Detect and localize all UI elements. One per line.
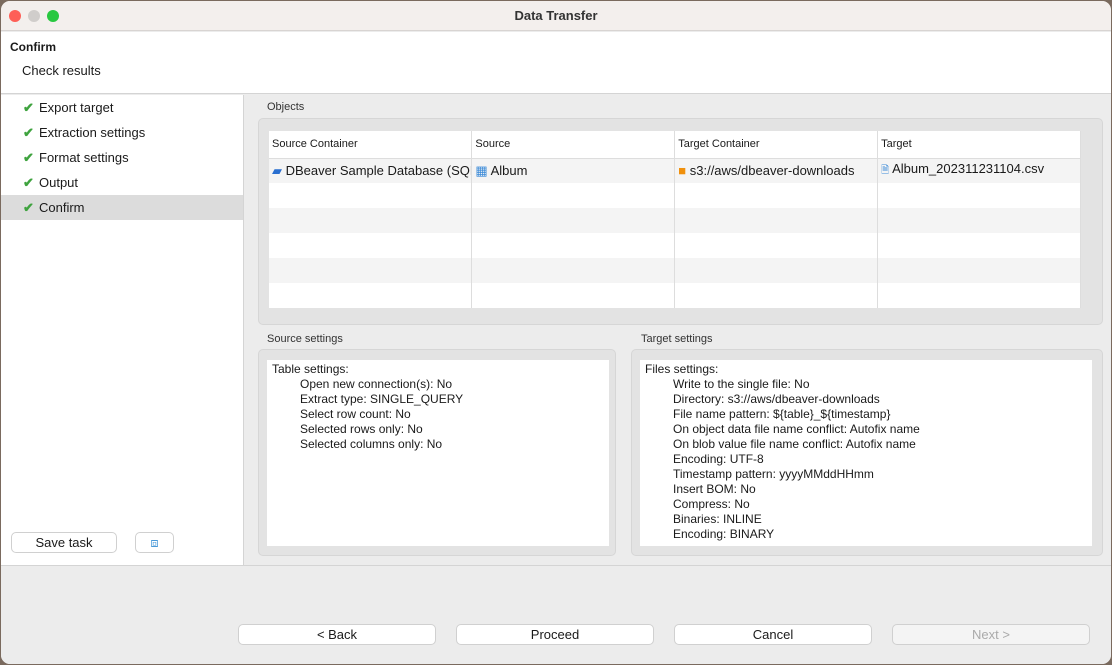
step-label: Output [39, 175, 79, 190]
close-window-button[interactable] [9, 10, 21, 22]
setting-line: On blob value file name conflict: Autofi… [673, 437, 916, 451]
setting-line: Extract type: SINGLE_QUERY [300, 392, 464, 406]
database-icon: ▰ [272, 162, 282, 178]
setting-line: Selected columns only: No [300, 437, 443, 451]
wizard-footer: < Back Proceed Cancel Next > [1, 565, 1111, 664]
table-row[interactable]: ▰ DBeaver Sample Database (SQLite) ▦ Alb… [269, 158, 1081, 183]
setting-line: Open new connection(s): No [300, 377, 453, 391]
cell: s3://aws/dbeaver-downloads [689, 163, 855, 179]
csv-file-icon: 🗎 [881, 165, 890, 177]
settings-heading: Table settings: [272, 362, 349, 376]
step-export-target[interactable]: ✔ Export target [1, 95, 243, 120]
cell: DBeaver Sample Database (SQLite) [285, 162, 471, 178]
step-confirm[interactable]: ✔ Confirm [1, 195, 243, 220]
wizard-header: Confirm Check results [1, 32, 1111, 94]
check-icon: ✔ [23, 125, 34, 140]
next-button[interactable]: Next > [892, 624, 1090, 645]
settings-heading: Files settings: [645, 362, 719, 376]
folder-icon: ■ [678, 163, 687, 179]
setting-line: Binaries: INLINE [673, 512, 762, 526]
objects-table: Source Container Source Target Container Ta… [269, 131, 1081, 308]
col-header[interactable]: Source [471, 131, 676, 159]
step-format-settings[interactable]: ✔ Format settings [1, 145, 243, 170]
setting-line: File name pattern: ${table}_${timestamp} [673, 407, 891, 421]
wizard-steps: ✔ Export target ✔ Extraction settings ✔ For… [1, 95, 244, 565]
cell: Album_202311231104.csv [892, 161, 1045, 177]
check-icon: ✔ [23, 175, 34, 190]
step-output[interactable]: ✔ Output [1, 170, 243, 195]
check-icon: ✔ [23, 150, 34, 165]
setting-line: Compress: No [673, 497, 750, 511]
col-header[interactable]: Source Container [269, 131, 473, 159]
step-label: Confirm [39, 200, 85, 215]
confirm-panel: Objects Source Container Source Target Con… [245, 95, 1111, 565]
page-subtitle: Check results [22, 63, 101, 78]
source-settings-panel: Table settings: Open new connection(s): … [258, 349, 616, 556]
cancel-button[interactable]: Cancel [674, 624, 872, 645]
maximize-window-button[interactable] [47, 10, 59, 22]
target-settings-panel: Files settings: Write to the single file… [631, 349, 1103, 556]
window-title: Data Transfer [514, 8, 598, 23]
source-settings-text[interactable]: Table settings: Open new connection(s): … [267, 360, 609, 546]
back-button[interactable]: < Back [238, 624, 436, 645]
title-bar: Data Transfer [1, 1, 1111, 31]
table-icon: ▦ [475, 162, 488, 178]
setting-line: Select row count: No [300, 407, 411, 421]
page-title: Confirm [10, 40, 56, 54]
proceed-button[interactable]: Proceed [456, 624, 654, 645]
check-icon: ✔ [23, 100, 34, 115]
target-settings-text[interactable]: Files settings: Write to the single file… [640, 360, 1092, 546]
step-extraction-settings[interactable]: ✔ Extraction settings [1, 120, 243, 145]
step-label: Extraction settings [39, 125, 146, 140]
step-label: Format settings [39, 150, 129, 165]
setting-line: Selected rows only: No [300, 422, 423, 436]
col-header[interactable]: Target Container [674, 131, 879, 159]
setting-line: Write to the single file: No [673, 377, 810, 391]
setting-line: Encoding: BINARY [673, 527, 775, 541]
setting-line: Insert BOM: No [673, 482, 756, 496]
col-header[interactable]: Target [877, 131, 1081, 159]
save-task-button[interactable]: Save task [11, 532, 117, 553]
check-icon: ✔ [23, 200, 34, 215]
setting-line: Encoding: UTF-8 [673, 452, 764, 466]
step-label: Export target [39, 100, 114, 115]
setting-line: On object data file name conflict: Autof… [673, 422, 920, 436]
source-settings-label: Source settings [267, 333, 343, 345]
objects-label: Objects [267, 101, 305, 113]
minimize-window-button[interactable] [28, 10, 40, 22]
task-boxes-icon[interactable]: ⧈ [135, 532, 174, 553]
cell: Album [490, 162, 528, 178]
objects-panel: Source Container Source Target Container Ta… [258, 118, 1103, 325]
setting-line: Directory: s3://aws/dbeaver-downloads [673, 392, 880, 406]
setting-line: Timestamp pattern: yyyyMMddHHmm [673, 467, 874, 481]
target-settings-label: Target settings [641, 333, 713, 345]
